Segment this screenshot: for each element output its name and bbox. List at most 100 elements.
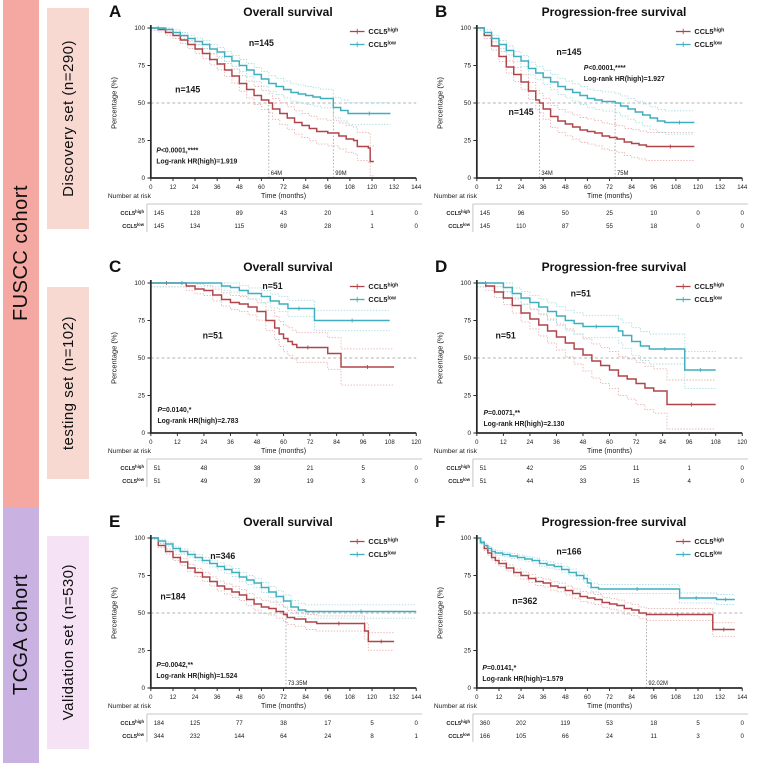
svg-text:24: 24 bbox=[192, 184, 199, 191]
svg-text:36: 36 bbox=[540, 184, 547, 191]
p-value: P<0.0001,**** bbox=[156, 147, 198, 154]
svg-text:0: 0 bbox=[141, 430, 145, 437]
svg-text:24: 24 bbox=[518, 694, 525, 701]
n-label-ccl5high: n=362 bbox=[512, 596, 537, 606]
svg-text:0: 0 bbox=[475, 439, 479, 446]
stats-annotation: P=0.0042,** Log-rank HR(high)=1.524 bbox=[156, 662, 237, 680]
ci-band-ccl5high bbox=[476, 27, 695, 162]
svg-text:CCL5low: CCL5low bbox=[368, 550, 396, 559]
svg-text:60: 60 bbox=[280, 439, 287, 446]
risk-value: 0 bbox=[415, 720, 419, 727]
svg-text:120: 120 bbox=[367, 184, 378, 191]
svg-text:84: 84 bbox=[333, 439, 340, 446]
risk-row-label: CCL5low bbox=[448, 732, 470, 740]
risk-value: 0 bbox=[741, 465, 745, 472]
axis-labels: 0 25 50 75 100 0 12 24 36 48 60 72 84 96 108 120 132 144 P… bbox=[436, 535, 748, 701]
risk-value: 344 bbox=[154, 733, 165, 740]
svg-text:36: 36 bbox=[553, 439, 560, 446]
risk-value: 3 bbox=[361, 478, 365, 485]
panel-letter-A: A bbox=[109, 2, 122, 21]
y-axis-title: Percentage (%) bbox=[110, 77, 119, 129]
panel-B: B Progression-free survival 34M 75M n=145 n=1… bbox=[430, 2, 758, 254]
panel-title-B: Progression-free survival bbox=[541, 5, 687, 19]
risk-value: 17 bbox=[324, 720, 331, 727]
n-label-ccl5high: n=51 bbox=[203, 330, 223, 340]
risk-value: 0 bbox=[415, 465, 419, 472]
survival-curve-ccl5low: n=51 bbox=[476, 281, 716, 372]
risk-value: 44 bbox=[526, 478, 533, 485]
set-box-discovery: Discovery set (n=290) bbox=[47, 8, 89, 229]
svg-text:50: 50 bbox=[464, 355, 471, 362]
risk-value: 25 bbox=[606, 210, 613, 217]
panel-C: C Overall survival n=51 n=51 0 25 50 75 100 0 12 24… bbox=[104, 257, 432, 509]
risk-value: 0 bbox=[696, 223, 700, 230]
p-value: P<0.0001,**** bbox=[584, 65, 626, 72]
risk-value: 0 bbox=[741, 733, 745, 740]
risk-value: 39 bbox=[254, 478, 261, 485]
risk-row-label: CCL5high bbox=[120, 464, 144, 472]
svg-text:0: 0 bbox=[141, 685, 145, 692]
panel-letter-D: D bbox=[435, 257, 448, 276]
svg-text:0: 0 bbox=[467, 175, 471, 182]
svg-text:0: 0 bbox=[149, 184, 153, 191]
svg-text:72: 72 bbox=[307, 439, 314, 446]
ci-band-ccl5low bbox=[476, 27, 695, 135]
risk-value: 11 bbox=[633, 465, 640, 472]
survival-curve-ccl5high: n=184 bbox=[150, 537, 395, 644]
svg-text:132: 132 bbox=[389, 694, 400, 701]
svg-text:60: 60 bbox=[258, 184, 265, 191]
svg-text:50: 50 bbox=[464, 610, 471, 617]
risk-value: 38 bbox=[254, 465, 261, 472]
risk-value: 42 bbox=[526, 465, 533, 472]
risk-value: 33 bbox=[580, 478, 587, 485]
axis-labels: 0 25 50 75 100 0 12 24 36 48 60 72 84 96 108 120 Percent… bbox=[110, 280, 422, 446]
risk-table-header: Number at risk bbox=[434, 703, 478, 710]
risk-value: 38 bbox=[280, 720, 287, 727]
svg-text:144: 144 bbox=[737, 694, 748, 701]
risk-value: 1 bbox=[370, 223, 374, 230]
p-value: P=0.0140,* bbox=[157, 407, 191, 414]
svg-text:72: 72 bbox=[280, 694, 287, 701]
svg-text:108: 108 bbox=[671, 694, 682, 701]
svg-text:25: 25 bbox=[138, 393, 145, 400]
median-label: 34M bbox=[541, 171, 552, 177]
risk-value: 1 bbox=[687, 465, 691, 472]
axes bbox=[473, 280, 743, 436]
risk-row-label: CCL5high bbox=[120, 719, 144, 727]
y-axis-title: Percentage (%) bbox=[436, 587, 445, 639]
axes bbox=[473, 25, 743, 181]
ci-band-ccl5low bbox=[150, 27, 391, 125]
logrank-hr: Log-rank HR(high)=1.927 bbox=[584, 76, 665, 83]
risk-value: 48 bbox=[200, 465, 207, 472]
risk-value: 105 bbox=[516, 733, 527, 740]
svg-text:48: 48 bbox=[562, 694, 569, 701]
x-axis-title: Time (months) bbox=[261, 192, 306, 200]
svg-text:108: 108 bbox=[671, 184, 682, 191]
svg-text:75: 75 bbox=[138, 63, 145, 70]
risk-value: 50 bbox=[562, 210, 569, 217]
svg-text:96: 96 bbox=[324, 184, 331, 191]
svg-text:132: 132 bbox=[715, 184, 726, 191]
risk-value: 43 bbox=[280, 210, 287, 217]
panel-A: A Overall survival 64M 99M n=145 n=145 0 25 50 75… bbox=[104, 2, 432, 254]
stats-annotation: P=0.0140,* Log-rank HR(high)=2.783 bbox=[157, 407, 238, 425]
risk-value: 18 bbox=[650, 223, 657, 230]
survival-curve-ccl5low: n=346 bbox=[150, 537, 417, 614]
n-label-ccl5high: n=145 bbox=[508, 107, 533, 117]
risk-value: 5 bbox=[361, 465, 365, 472]
axes bbox=[147, 25, 417, 181]
risk-value: 5 bbox=[370, 720, 374, 727]
svg-text:12: 12 bbox=[174, 439, 181, 446]
svg-text:120: 120 bbox=[737, 439, 748, 446]
risk-value: 53 bbox=[606, 720, 613, 727]
svg-text:50: 50 bbox=[138, 610, 145, 617]
risk-value: 1 bbox=[370, 210, 374, 217]
svg-text:0: 0 bbox=[149, 439, 153, 446]
risk-value: 3 bbox=[696, 733, 700, 740]
logrank-hr: Log-rank HR(high)=1.919 bbox=[156, 158, 237, 165]
svg-text:12: 12 bbox=[496, 184, 503, 191]
risk-value: 134 bbox=[190, 223, 201, 230]
risk-value: 21 bbox=[307, 465, 314, 472]
svg-text:24: 24 bbox=[201, 439, 208, 446]
